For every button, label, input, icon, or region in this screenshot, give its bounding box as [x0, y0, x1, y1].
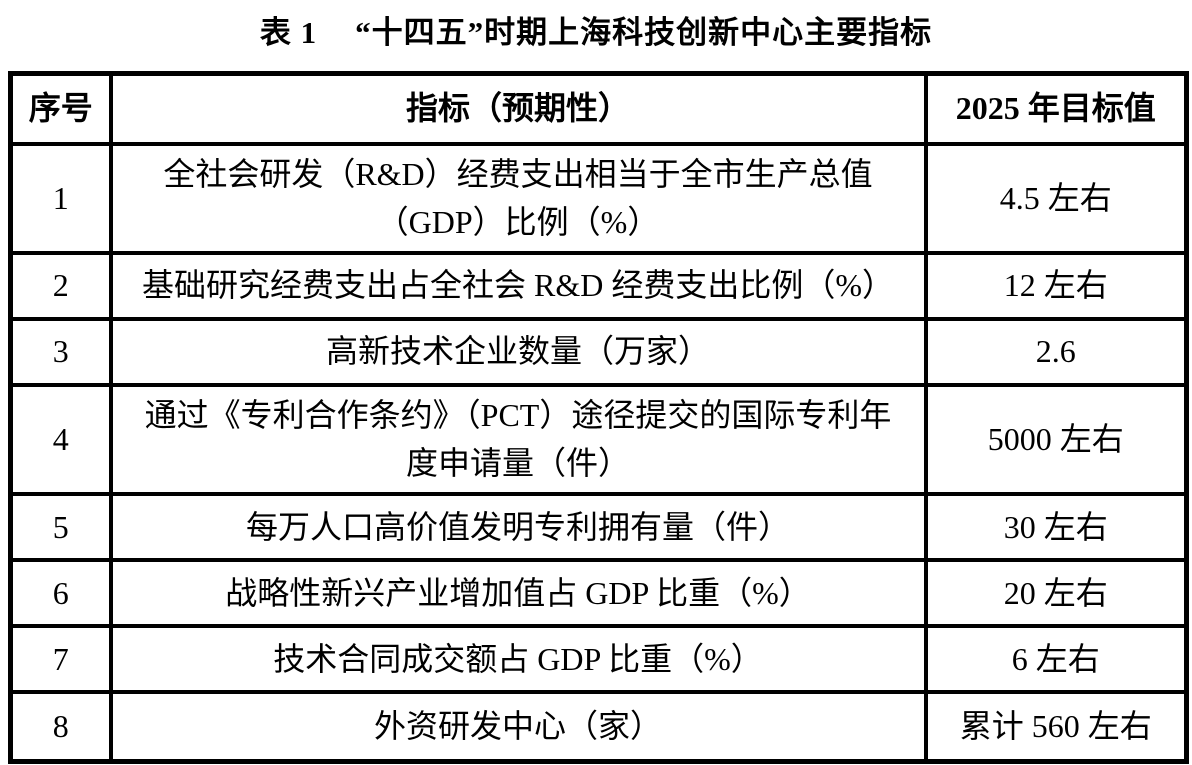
target-cell: 30 左右 [923, 492, 1189, 562]
table-title-label: 表 1 [259, 15, 318, 50]
table-row: 8 外资研发中心（家） 累计 560 左右 [8, 690, 1189, 763]
header-indicator: 指标（预期性） [108, 71, 928, 146]
row-number-cell: 4 [8, 382, 113, 497]
target-cell: 2.6 [923, 316, 1189, 387]
target-cell: 4.5 左右 [923, 141, 1189, 255]
table-row: 7 技术合同成交额占 GDP 比重（%） 6 左右 [8, 624, 1189, 694]
row-number-cell: 3 [8, 316, 113, 387]
table-body: 1 全社会研发（R&D）经费支出相当于全市生产总值（GDP）比例（%） 4.5 … [8, 141, 1189, 763]
row-number-cell: 6 [8, 558, 113, 628]
target-cell: 6 左右 [923, 624, 1189, 694]
row-number-cell: 1 [8, 141, 113, 255]
row-number-cell: 5 [8, 492, 113, 562]
header-target: 2025 年目标值 [923, 71, 1189, 146]
table-row: 1 全社会研发（R&D）经费支出相当于全市生产总值（GDP）比例（%） 4.5 … [8, 141, 1189, 255]
indicator-cell: 基础研究经费支出占全社会 R&D 经费支出比例（%） [108, 250, 928, 321]
row-number-cell: 2 [8, 250, 113, 321]
indicator-cell: 外资研发中心（家） [108, 690, 928, 763]
indicator-cell: 全社会研发（R&D）经费支出相当于全市生产总值（GDP）比例（%） [108, 141, 928, 255]
table-row: 6 战略性新兴产业增加值占 GDP 比重（%） 20 左右 [8, 558, 1189, 628]
indicator-cell: 高新技术企业数量（万家） [108, 316, 928, 387]
target-cell: 累计 560 左右 [923, 690, 1189, 763]
target-cell: 12 左右 [923, 250, 1189, 321]
header-row: 序号 指标（预期性） 2025 年目标值 [8, 71, 1189, 146]
table-header: 序号 指标（预期性） 2025 年目标值 [8, 71, 1189, 146]
indicator-cell: 技术合同成交额占 GDP 比重（%） [108, 624, 928, 694]
indicator-table: 序号 指标（预期性） 2025 年目标值 1 全社会研发（R&D）经费支出相当于… [8, 71, 1189, 764]
row-number-cell: 7 [8, 624, 113, 694]
table-row: 5 每万人口高价值发明专利拥有量（件） 30 左右 [8, 492, 1189, 562]
indicator-cell: 通过《专利合作条约》（PCT）途径提交的国际专利年度申请量（件） [108, 382, 928, 497]
indicator-cell: 战略性新兴产业增加值占 GDP 比重（%） [108, 558, 928, 628]
table-row: 3 高新技术企业数量（万家） 2.6 [8, 316, 1189, 387]
target-cell: 5000 左右 [923, 382, 1189, 497]
table-title-text: “十四五”时期上海科技创新中心主要指标 [355, 15, 933, 50]
target-cell: 20 左右 [923, 558, 1189, 628]
table-row: 2 基础研究经费支出占全社会 R&D 经费支出比例（%） 12 左右 [8, 250, 1189, 321]
table-title: 表 1 “十四五”时期上海科技创新中心主要指标 [0, 9, 1192, 57]
header-num: 序号 [8, 71, 113, 146]
table-row: 4 通过《专利合作条约》（PCT）途径提交的国际专利年度申请量（件） 5000 … [8, 382, 1189, 497]
row-number-cell: 8 [8, 690, 113, 763]
indicator-cell: 每万人口高价值发明专利拥有量（件） [108, 492, 928, 562]
